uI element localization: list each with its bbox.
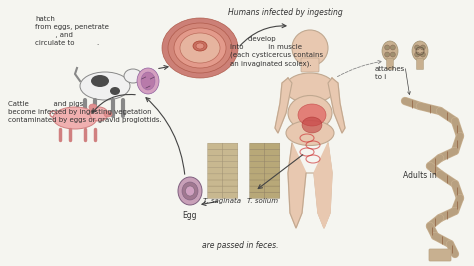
Polygon shape <box>288 143 306 228</box>
FancyBboxPatch shape <box>223 168 238 174</box>
Text: T. saginata: T. saginata <box>203 198 241 204</box>
Ellipse shape <box>412 41 428 61</box>
Ellipse shape <box>382 41 398 61</box>
FancyBboxPatch shape <box>264 143 280 149</box>
Circle shape <box>385 45 390 50</box>
Text: are passed in feces.: are passed in feces. <box>202 241 278 250</box>
FancyBboxPatch shape <box>223 192 238 198</box>
Ellipse shape <box>196 43 204 49</box>
FancyBboxPatch shape <box>264 174 280 180</box>
FancyBboxPatch shape <box>264 161 280 168</box>
FancyBboxPatch shape <box>429 249 451 261</box>
Ellipse shape <box>137 68 159 94</box>
Circle shape <box>292 30 328 66</box>
FancyBboxPatch shape <box>250 155 265 162</box>
Ellipse shape <box>302 117 322 133</box>
FancyBboxPatch shape <box>223 143 238 149</box>
FancyBboxPatch shape <box>264 168 280 174</box>
Text: Cattle           and pigs
become infected by ingesting vegetation
contaminated b: Cattle and pigs become infected by inges… <box>8 101 162 123</box>
FancyBboxPatch shape <box>250 192 265 198</box>
FancyBboxPatch shape <box>264 149 280 156</box>
FancyBboxPatch shape <box>223 180 238 186</box>
Ellipse shape <box>90 107 108 121</box>
FancyBboxPatch shape <box>301 58 319 72</box>
FancyBboxPatch shape <box>417 59 423 69</box>
Polygon shape <box>314 143 332 228</box>
FancyBboxPatch shape <box>223 186 238 192</box>
Circle shape <box>415 52 419 57</box>
Ellipse shape <box>91 75 109 87</box>
FancyBboxPatch shape <box>264 155 280 162</box>
Circle shape <box>390 52 395 57</box>
Text: Adults in: Adults in <box>403 171 437 180</box>
Text: develop
into           in muscle
(each cysticercus contains
an invaginated scole: develop into in muscle (each cysticercus… <box>230 36 323 67</box>
Text: hatch
from eggs, penetrate
         , and
circulate to          .: hatch from eggs, penetrate , and circula… <box>35 16 109 46</box>
Ellipse shape <box>168 23 232 73</box>
Ellipse shape <box>286 120 334 146</box>
FancyBboxPatch shape <box>208 143 223 149</box>
Ellipse shape <box>174 28 226 68</box>
FancyBboxPatch shape <box>208 186 223 192</box>
FancyBboxPatch shape <box>264 192 280 198</box>
Ellipse shape <box>298 104 326 126</box>
Ellipse shape <box>162 18 238 78</box>
Ellipse shape <box>110 87 120 95</box>
Ellipse shape <box>104 111 112 117</box>
Ellipse shape <box>193 41 207 51</box>
FancyBboxPatch shape <box>223 174 238 180</box>
FancyBboxPatch shape <box>223 155 238 162</box>
FancyBboxPatch shape <box>264 186 280 192</box>
FancyBboxPatch shape <box>386 59 393 69</box>
FancyBboxPatch shape <box>264 180 280 186</box>
Text: attaches
to i: attaches to i <box>375 66 405 80</box>
FancyBboxPatch shape <box>208 168 223 174</box>
FancyBboxPatch shape <box>208 180 223 186</box>
Text: Egg: Egg <box>183 211 197 220</box>
Text: T. solium: T. solium <box>247 198 279 204</box>
Ellipse shape <box>182 182 198 200</box>
FancyBboxPatch shape <box>223 161 238 168</box>
Ellipse shape <box>124 69 142 83</box>
Ellipse shape <box>89 104 97 110</box>
FancyBboxPatch shape <box>208 155 223 162</box>
Circle shape <box>420 45 425 50</box>
Circle shape <box>415 45 419 50</box>
FancyBboxPatch shape <box>250 180 265 186</box>
Ellipse shape <box>185 186 194 196</box>
Ellipse shape <box>285 73 335 103</box>
Text: Humans infected by ingesting: Humans infected by ingesting <box>228 8 342 17</box>
Ellipse shape <box>288 95 332 131</box>
FancyBboxPatch shape <box>250 161 265 168</box>
Ellipse shape <box>53 107 97 129</box>
Ellipse shape <box>141 72 155 90</box>
Ellipse shape <box>180 33 220 63</box>
Circle shape <box>390 45 395 50</box>
FancyBboxPatch shape <box>208 161 223 168</box>
Circle shape <box>385 52 390 57</box>
FancyBboxPatch shape <box>250 143 265 149</box>
Polygon shape <box>275 78 292 133</box>
FancyBboxPatch shape <box>250 174 265 180</box>
Polygon shape <box>328 78 345 133</box>
FancyBboxPatch shape <box>208 174 223 180</box>
FancyBboxPatch shape <box>250 149 265 156</box>
FancyBboxPatch shape <box>250 168 265 174</box>
Circle shape <box>420 52 425 57</box>
Ellipse shape <box>80 72 130 100</box>
FancyBboxPatch shape <box>250 186 265 192</box>
FancyBboxPatch shape <box>208 192 223 198</box>
FancyBboxPatch shape <box>208 149 223 156</box>
Ellipse shape <box>178 177 202 205</box>
FancyBboxPatch shape <box>223 149 238 156</box>
